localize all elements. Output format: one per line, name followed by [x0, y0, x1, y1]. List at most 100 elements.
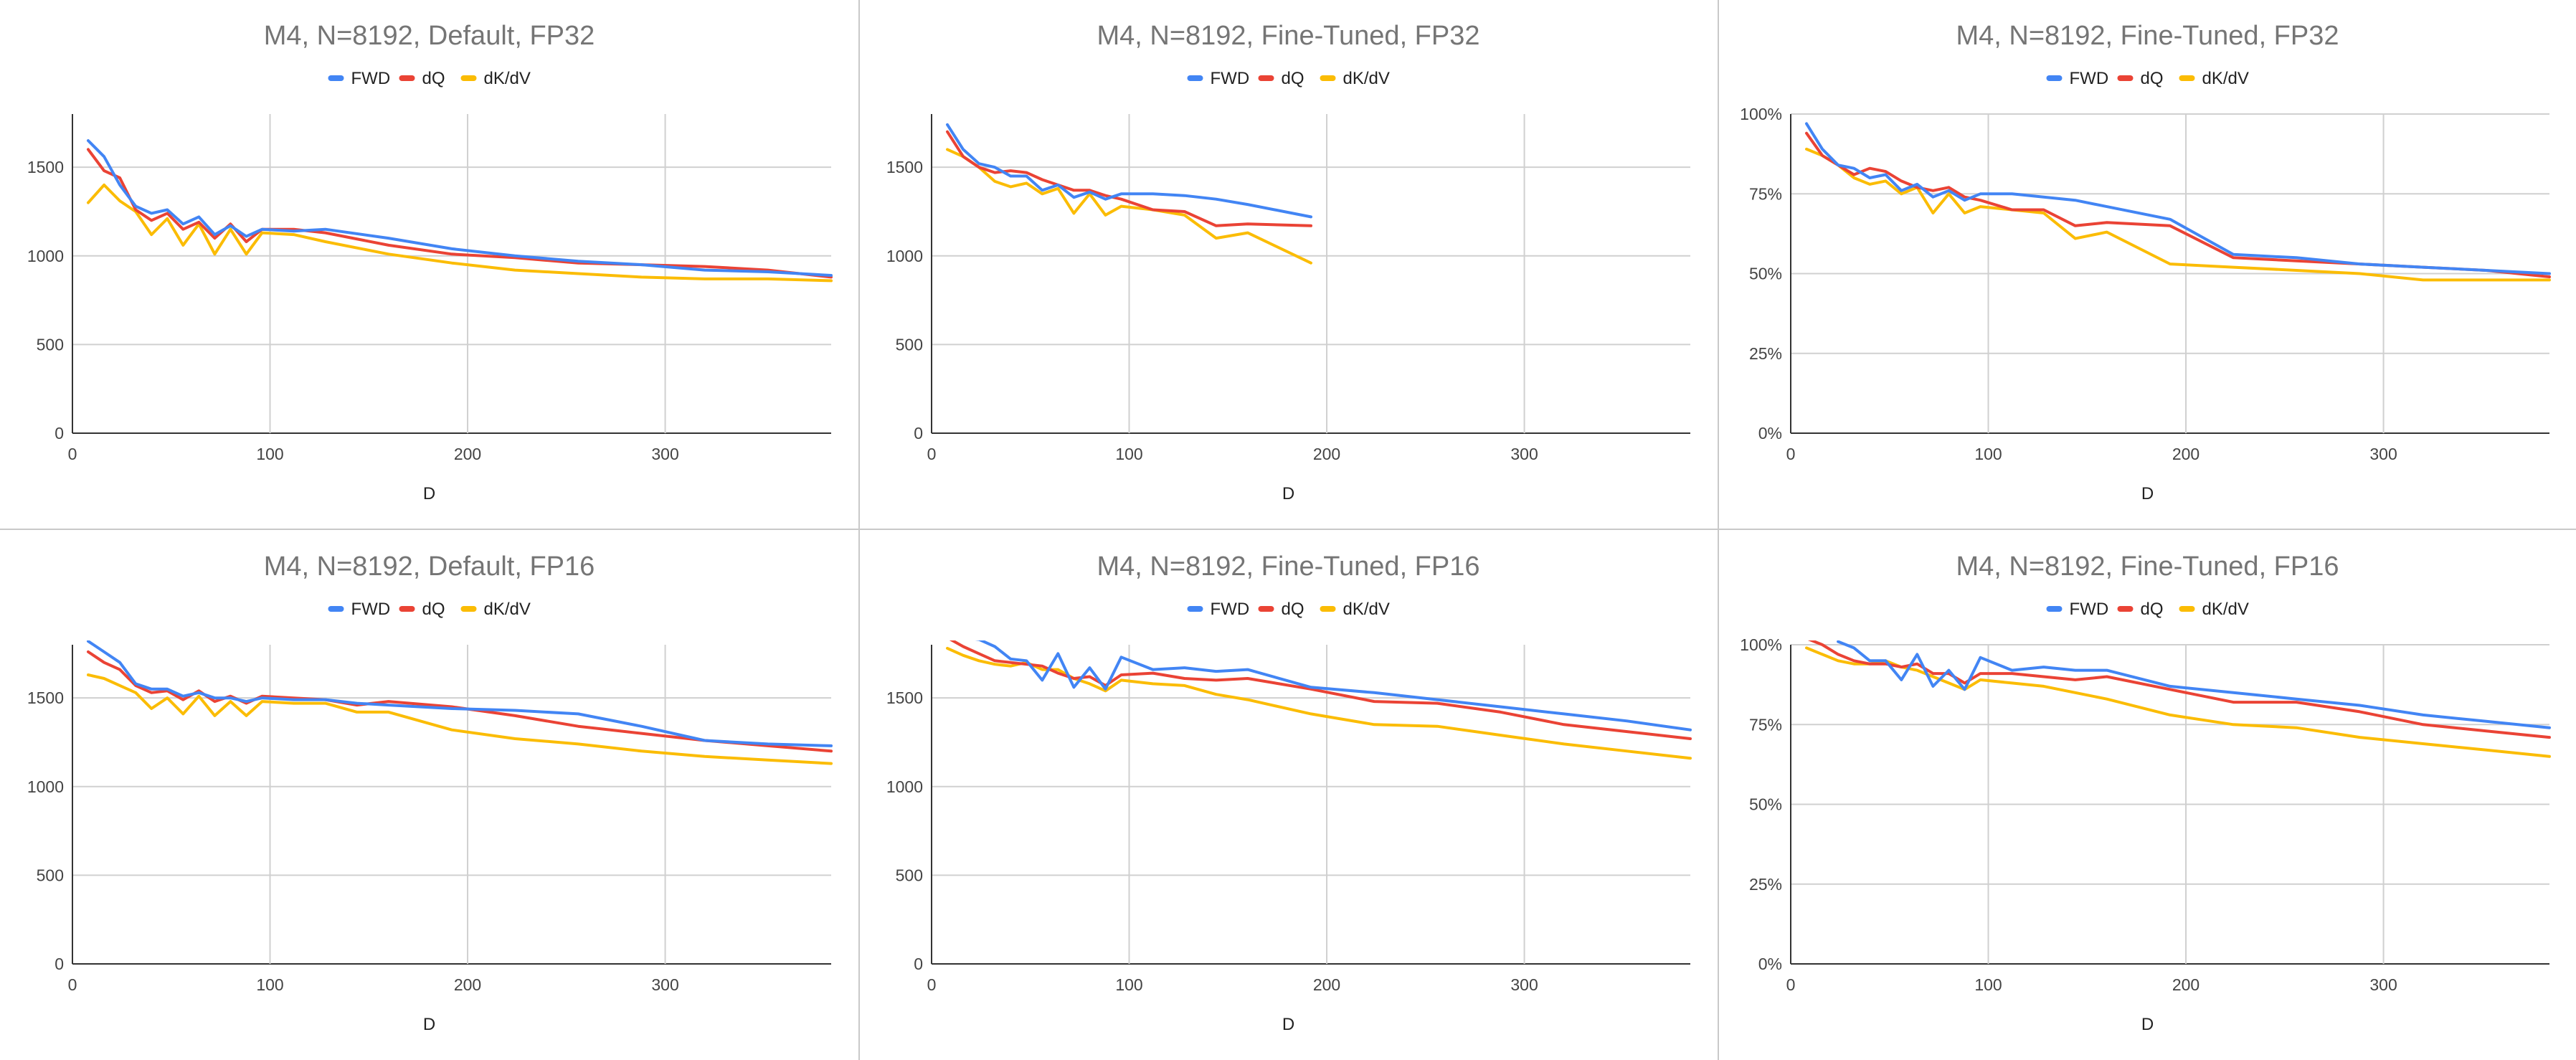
- chart-svg: M4, N=8192, Fine-Tuned, FP32 FWD dQ dK/dV 0 5…: [886, 21, 1690, 503]
- y-tick-label: 25%: [1749, 875, 1782, 894]
- y-tick-label: 100%: [1740, 105, 1782, 123]
- legend-marker: [1187, 606, 1203, 612]
- legend-marker: [2179, 606, 2195, 612]
- chart-panel-5: M4, N=8192, Fine-Tuned, FP16 FWD dQ dK/dV 0 5…: [859, 531, 1718, 1060]
- y-tick-label: 0: [55, 424, 64, 443]
- x-tick-label: 100: [1974, 445, 2002, 463]
- x-tick-label: 100: [256, 975, 283, 994]
- legend-marker: [2117, 75, 2134, 81]
- x-tick-label: 100: [1115, 445, 1142, 463]
- legend-label: dQ: [422, 600, 445, 619]
- x-tick-label: 200: [1313, 445, 1340, 463]
- y-tick-label: 100%: [1740, 635, 1782, 654]
- y-tick-label: 1000: [27, 247, 64, 265]
- x-axis-label: D: [2141, 1015, 2154, 1034]
- x-axis-label: D: [2141, 484, 2154, 503]
- y-tick-label: 1000: [27, 777, 64, 796]
- legend-marker: [2179, 75, 2195, 81]
- chart-panel-6: M4, N=8192, Fine-Tuned, FP16 FWD dQ dK/dV 0%…: [1718, 531, 2576, 1060]
- y-tick-label: 1000: [886, 777, 923, 796]
- y-tick-label: 500: [896, 335, 923, 354]
- legend-label: FWD: [1211, 69, 1250, 88]
- legend-label: dK/dV: [2202, 69, 2249, 88]
- y-tick-label: 0: [55, 955, 64, 973]
- x-tick-label: 300: [2369, 445, 2397, 463]
- legend-label: dK/dV: [1343, 600, 1390, 619]
- legend-marker: [1320, 75, 1336, 81]
- legend-label: dQ: [1282, 600, 1304, 619]
- x-axis-label: D: [1282, 484, 1294, 503]
- legend-marker: [328, 75, 344, 81]
- x-tick-label: 300: [1510, 445, 1538, 463]
- x-tick-label: 100: [1115, 975, 1142, 994]
- y-tick-label: 0%: [1758, 424, 1782, 443]
- x-axis-label: D: [423, 1015, 435, 1034]
- x-tick-label: 200: [454, 445, 481, 463]
- y-tick-label: 1500: [27, 688, 64, 707]
- legend-label: dK/dV: [1343, 69, 1390, 88]
- chart-svg: M4, N=8192, Fine-Tuned, FP16 FWD dQ dK/dV 0 5…: [886, 552, 1692, 1034]
- legend-marker: [460, 75, 477, 81]
- y-tick-label: 500: [37, 335, 64, 354]
- x-tick-label: 200: [2172, 975, 2199, 994]
- legend-label: dK/dV: [484, 600, 531, 619]
- series-line-dq: [1807, 640, 2551, 739]
- chart-title: M4, N=8192, Fine-Tuned, FP16: [1956, 552, 2339, 582]
- y-tick-label: 25%: [1749, 344, 1782, 363]
- series-line-dkdv: [1805, 147, 2551, 282]
- series-line-dq: [87, 650, 833, 753]
- x-tick-label: 200: [1313, 975, 1340, 994]
- series-line-fwd: [1805, 122, 2551, 275]
- y-tick-label: 50%: [1749, 795, 1782, 814]
- legend-label: FWD: [2070, 600, 2109, 619]
- chart-svg: M4, N=8192, Default, FP32 FWD dQ dK/dV 0 500 1…: [27, 21, 833, 503]
- series-line-dq: [949, 640, 1692, 740]
- chart-svg: M4, N=8192, Fine-Tuned, FP16 FWD dQ dK/dV 0%…: [1740, 552, 2551, 1034]
- x-axis-label: D: [423, 484, 435, 503]
- x-tick-label: 100: [256, 445, 283, 463]
- chart-title: M4, N=8192, Fine-Tuned, FP32: [1956, 21, 2339, 51]
- y-tick-label: 75%: [1749, 184, 1782, 203]
- legend-label: FWD: [1211, 600, 1250, 619]
- legend-label: dK/dV: [484, 69, 531, 88]
- legend-marker: [460, 606, 477, 612]
- legend-marker: [399, 606, 415, 612]
- x-tick-label: 0: [927, 445, 937, 463]
- chart-svg: M4, N=8192, Default, FP16 FWD dQ dK/dV 0 500 1…: [27, 552, 833, 1034]
- legend-marker: [1187, 75, 1203, 81]
- y-tick-label: 1500: [886, 688, 923, 707]
- x-tick-label: 300: [651, 445, 678, 463]
- series-line-dkdv: [946, 148, 1312, 265]
- series-line-dq: [946, 130, 1312, 227]
- y-tick-label: 0%: [1758, 955, 1782, 973]
- x-tick-label: 100: [1974, 975, 2002, 994]
- x-tick-label: 300: [651, 975, 678, 994]
- chart-title: M4, N=8192, Default, FP16: [264, 552, 595, 582]
- legend-marker: [1320, 606, 1336, 612]
- series-line-dq: [1805, 131, 2551, 278]
- panel-divider: [0, 529, 2576, 530]
- y-tick-label: 0: [914, 955, 923, 973]
- legend-marker: [328, 606, 344, 612]
- x-tick-label: 0: [68, 445, 77, 463]
- legend-label: FWD: [2070, 69, 2109, 88]
- y-tick-label: 500: [896, 866, 923, 884]
- panel-divider: [1718, 0, 1719, 1060]
- series-line-fwd: [946, 123, 1312, 219]
- x-tick-label: 0: [927, 975, 937, 994]
- chart-title: M4, N=8192, Fine-Tuned, FP32: [1097, 21, 1479, 51]
- legend-marker: [2046, 606, 2063, 612]
- series-line-fwd: [87, 139, 833, 277]
- legend-label: dQ: [422, 69, 445, 88]
- legend-marker: [2046, 75, 2063, 81]
- legend-label: dK/dV: [2202, 600, 2249, 619]
- x-tick-label: 0: [1786, 975, 1796, 994]
- legend-marker: [1258, 606, 1274, 612]
- series-line-dq: [87, 148, 833, 279]
- y-tick-label: 500: [37, 866, 64, 884]
- y-tick-label: 1500: [886, 158, 923, 176]
- series-line-fwd: [975, 640, 1692, 732]
- chart-svg: M4, N=8192, Fine-Tuned, FP32 FWD dQ dK/dV 0%…: [1740, 21, 2551, 503]
- x-axis-label: D: [1282, 1015, 1294, 1034]
- y-tick-label: 50%: [1749, 265, 1782, 283]
